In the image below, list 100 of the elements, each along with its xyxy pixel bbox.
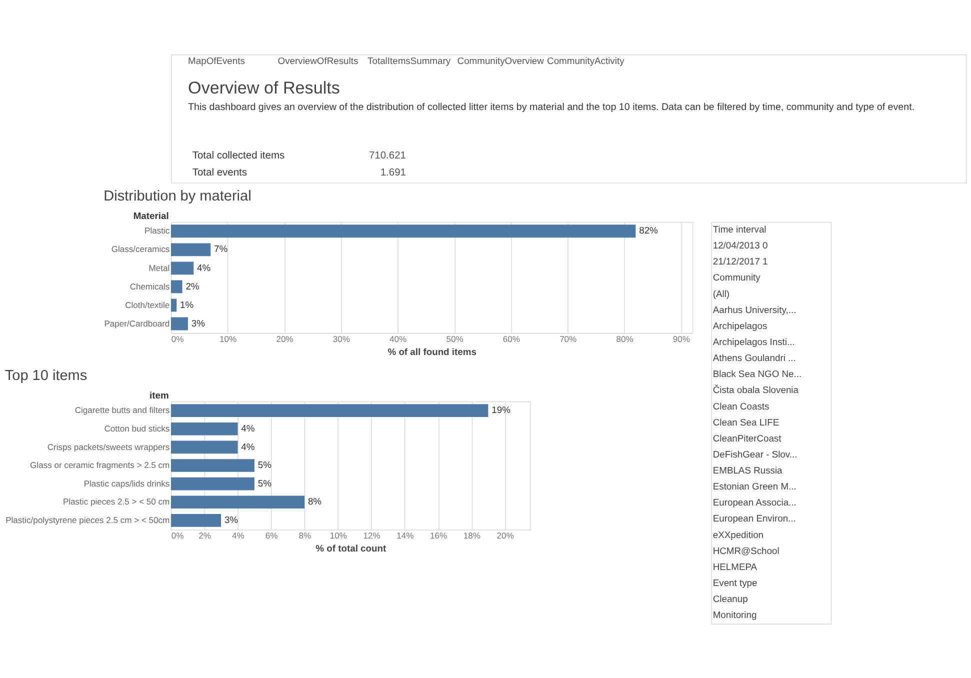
text: eXXpedition [712,528,764,540]
x-axis-title: % of total count [316,542,387,554]
x-tick-label: 0% [171,334,184,344]
text: 710.621 [368,150,406,162]
x-tick-label: 4% [232,530,245,541]
text: Athens Goulandri ... [712,352,796,364]
x-tick-label: 70% [560,334,578,344]
data-label: 1% [180,298,194,310]
text: Archipelagos [712,320,768,331]
data-label: 7% [214,243,228,254]
bar [170,262,194,275]
y-tick-label: Cotton bud sticks [104,423,170,434]
data-label: 3% [224,514,239,526]
bar [170,496,305,509]
data-label: 5% [258,459,272,470]
text: MapOfEvents [188,54,246,66]
bar [170,298,177,312]
y-tick-label: Crisps packets/sweets wrappers [47,442,170,452]
y-tick-label: Glass/ceramics [111,244,170,254]
text: Estonian Green M... [712,480,796,492]
data-label: 4% [197,262,212,273]
text: CommunityOverview [457,54,544,66]
text: Čista obala Slovenia [712,384,800,396]
x-tick-label: 20% [496,530,514,541]
x-tick-label: 30% [332,334,350,344]
bar [170,422,238,436]
text: CommunityActivity [547,54,625,66]
text: EMBLAS Russia [712,464,784,476]
text: TotalItemsSummary [368,54,451,66]
x-tick-label: 16% [430,530,448,541]
text: 1.691 [380,168,406,179]
y-tick-label: Plastic caps/lids drinks [84,478,170,488]
text: This dashboard gives an overview of the distribution of collected litter items by material and the top 10 items. Data can be filtered by time, community and type of event. [188,102,915,113]
text: Event type [712,577,758,588]
x-tick-label: 0% [171,530,184,541]
data-label: 19% [492,404,512,416]
text: European Associa... [712,496,796,508]
y-tick-label: Metal [148,262,170,273]
text: Monitoring [712,609,757,620]
x-tick-label: 18% [463,530,481,541]
bar [170,459,254,472]
data-label: 8% [308,496,322,507]
text: OverviewOfResults [278,54,358,66]
data-label: 5% [258,477,272,488]
x-tick-label: 10% [220,334,237,344]
y-tick-label: Glass or ceramic fragments > 2.5 cm [30,460,170,470]
text: Overview of Results [188,78,340,98]
text: European Environ... [712,512,796,524]
data-label: 4% [241,422,256,434]
x-tick-label: 90% [672,334,690,344]
y-axis-title: Material [133,210,169,221]
text: (All) [712,288,730,299]
text: Time interval [712,224,766,234]
bar [170,404,488,417]
x-axis-title: % of all found items [388,346,476,357]
text: HCMR@School [712,544,780,556]
text: CleanPiterCoast [712,432,782,444]
bar [170,243,211,256]
y-tick-label: Plastic pieces 2.5 > < 50 cm [62,496,170,507]
bar [170,440,238,454]
bar [170,514,222,527]
data-label: 3% [191,317,206,328]
x-tick-label: 12% [363,530,381,541]
text: Black Sea NGO Ne... [712,368,802,380]
y-tick-label: Plastic [144,226,170,236]
x-tick-label: 14% [396,530,414,541]
bar [170,280,182,294]
bar [170,477,254,490]
text: 21/12/2017 1 [712,256,768,267]
data-label: 4% [241,440,256,452]
text: Total collected items [192,150,285,162]
x-tick-label: 50% [446,334,464,344]
y-tick-label: Paper/Cardboard [104,318,170,328]
text: Archipelagos Insti... [712,336,795,347]
text: DeFishGear - Slov... [712,448,798,460]
text: Community [712,272,761,283]
text: HELMEPA [712,560,758,572]
text: Cleanup [712,593,748,604]
x-tick-label: 2% [198,530,212,541]
y-tick-label: Cigarette butts and filters [74,405,170,416]
text: Clean Coasts [712,400,770,412]
y-tick-label: Chemicals [130,281,170,292]
chart-title: Distribution by material [104,188,252,205]
x-tick-label: 8% [298,530,312,541]
x-tick-label: 80% [616,334,634,344]
text: Clean Sea LIFE [712,416,780,428]
bar [170,317,188,330]
data-label: 82% [639,224,659,236]
x-tick-label: 20% [276,334,294,344]
text: 12/04/2013 0 [712,240,768,251]
data-label: 2% [186,280,200,292]
y-tick-label: Cloth/textile [125,300,170,310]
y-tick-label: Plastic/polystyrene pieces 2.5 cm > < 50cm [6,515,170,526]
text: Total events [192,168,248,179]
bar [170,224,636,238]
text: Aarhus University,... [712,304,796,315]
text: Top 10 items [4,368,88,384]
y-axis-title: item [150,389,169,400]
x-tick-label: 10% [330,530,348,541]
x-tick-label: 40% [390,334,408,344]
